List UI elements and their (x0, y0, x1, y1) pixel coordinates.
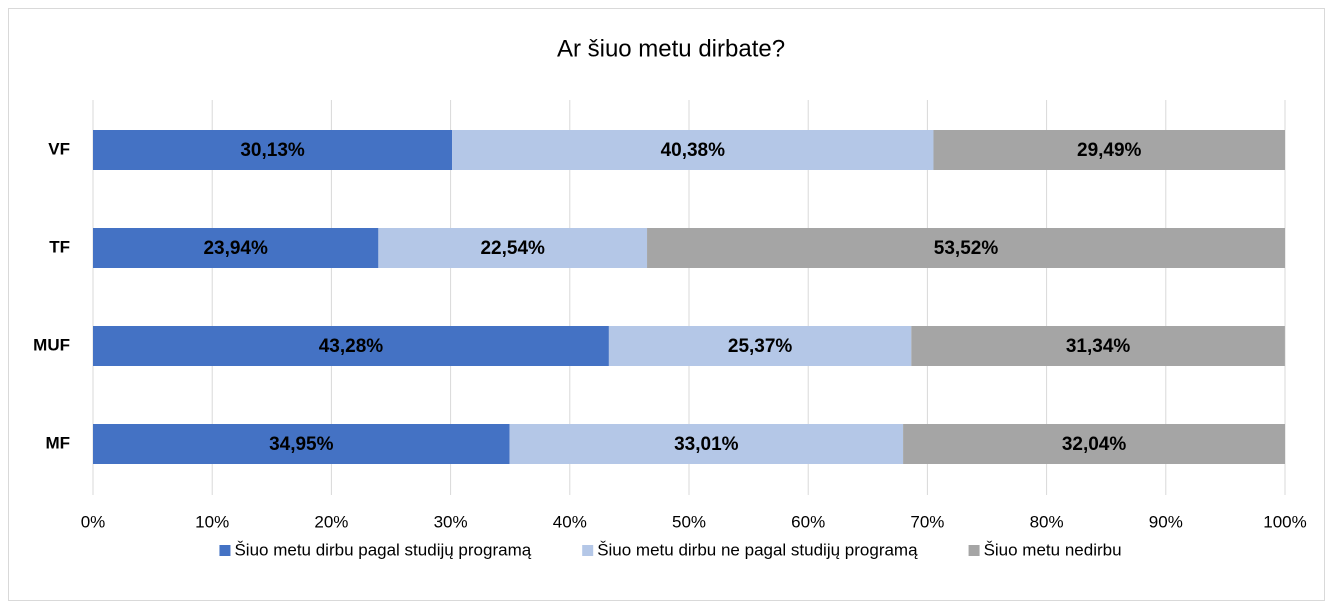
y-tick-label: MF (45, 433, 70, 452)
x-tick-label: 70% (910, 512, 944, 531)
bar-segment (93, 424, 510, 464)
data-label: 33,01% (674, 434, 739, 455)
legend-swatch (968, 545, 980, 556)
data-label: 22,54% (480, 238, 545, 259)
bar-segment (647, 228, 1285, 268)
bar-segment (933, 130, 1285, 170)
legend-label: Šiuo metu dirbu pagal studijų programą (234, 540, 531, 559)
data-label: 40,38% (661, 140, 726, 161)
bar-segment (378, 228, 648, 268)
x-tick-label: 40% (553, 512, 587, 531)
data-label: 25,37% (728, 336, 793, 357)
x-tick-label: 0% (81, 512, 106, 531)
y-tick-label: VF (48, 139, 70, 158)
bar-segment (452, 130, 934, 170)
x-tick-label: 10% (195, 512, 229, 531)
bar-segment (93, 228, 379, 268)
data-label: 23,94% (203, 238, 268, 259)
bar-segment (509, 424, 904, 464)
bar-segment (903, 424, 1285, 464)
bar-segment (911, 326, 1285, 366)
chart-border (8, 8, 1325, 601)
x-tick-label: 30% (434, 512, 468, 531)
x-tick-label: 90% (1149, 512, 1183, 531)
x-tick-label: 50% (672, 512, 706, 531)
x-tick-label: 80% (1030, 512, 1064, 531)
legend-label: Šiuo metu dirbu ne pagal studijų program… (597, 540, 918, 559)
legend-swatch (582, 545, 594, 556)
data-label: 53,52% (934, 238, 999, 259)
data-label: 29,49% (1077, 140, 1142, 161)
bar-segment (608, 326, 912, 366)
x-tick-label: 100% (1263, 512, 1306, 531)
legend-label: Šiuo metu nedirbu (984, 540, 1122, 559)
chart-title: Ar šiuo metu dirbate? (557, 35, 785, 62)
legend-swatch (219, 545, 231, 556)
y-tick-label: MUF (33, 335, 70, 354)
data-label: 30,13% (240, 140, 305, 161)
data-label: 32,04% (1062, 434, 1127, 455)
data-label: 34,95% (269, 434, 334, 455)
bar-segment (93, 326, 609, 366)
data-label: 31,34% (1066, 336, 1131, 357)
data-label: 43,28% (319, 336, 384, 357)
x-tick-label: 20% (314, 512, 348, 531)
bar-segment (93, 130, 453, 170)
y-tick-label: TF (49, 237, 70, 256)
x-tick-label: 60% (791, 512, 825, 531)
